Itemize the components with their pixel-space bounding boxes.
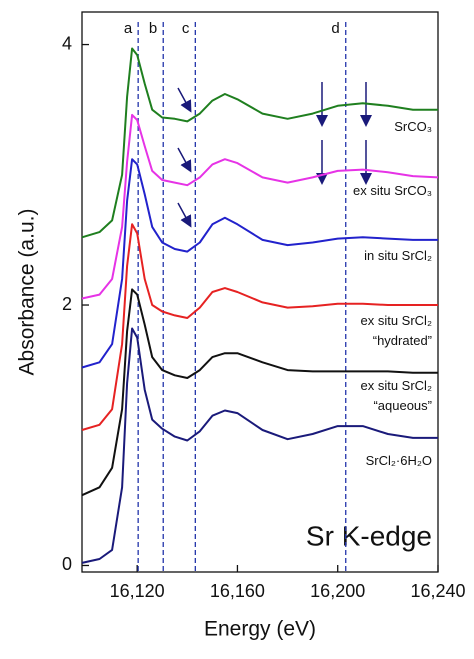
- series-line: [81, 113, 439, 300]
- x-tick-label: 16,200: [310, 581, 365, 601]
- reference-label: a: [124, 20, 133, 37]
- series-line: [81, 327, 438, 564]
- plot-frame: [81, 11, 439, 573]
- annotation: Sr K-edge: [306, 520, 432, 551]
- series-line: [81, 288, 438, 497]
- y-axis-label: Absorbance (a.u.): [16, 209, 39, 376]
- x-tick-label: 16,160: [210, 581, 265, 601]
- reference-label: b: [149, 20, 157, 37]
- arrows: [177, 82, 372, 228]
- y-tick-label: 2: [62, 294, 72, 314]
- y-tick-label: 0: [62, 554, 72, 574]
- series-label: SrCl₂·6H₂O: [366, 453, 432, 468]
- series-line: [81, 223, 438, 431]
- series-label: SrCO₃: [394, 119, 432, 134]
- x-tick-label: 16,120: [110, 581, 165, 601]
- y-tick-label: 4: [62, 33, 72, 53]
- x-tick-label: 16,240: [410, 581, 465, 601]
- series-label: ex situ SrCO₃: [353, 183, 432, 198]
- reference-label: d: [331, 20, 339, 37]
- series-label: ex situ SrCl₂ “aqueous”: [360, 378, 432, 413]
- x-axis-label: Energy (eV): [204, 618, 316, 641]
- series-label: in situ SrCl₂: [364, 248, 432, 263]
- series-line: [81, 158, 438, 369]
- reference-label: c: [182, 20, 190, 37]
- series-label: ex situ SrCl₂ “hydrated”: [360, 313, 432, 348]
- series-line: [81, 47, 438, 239]
